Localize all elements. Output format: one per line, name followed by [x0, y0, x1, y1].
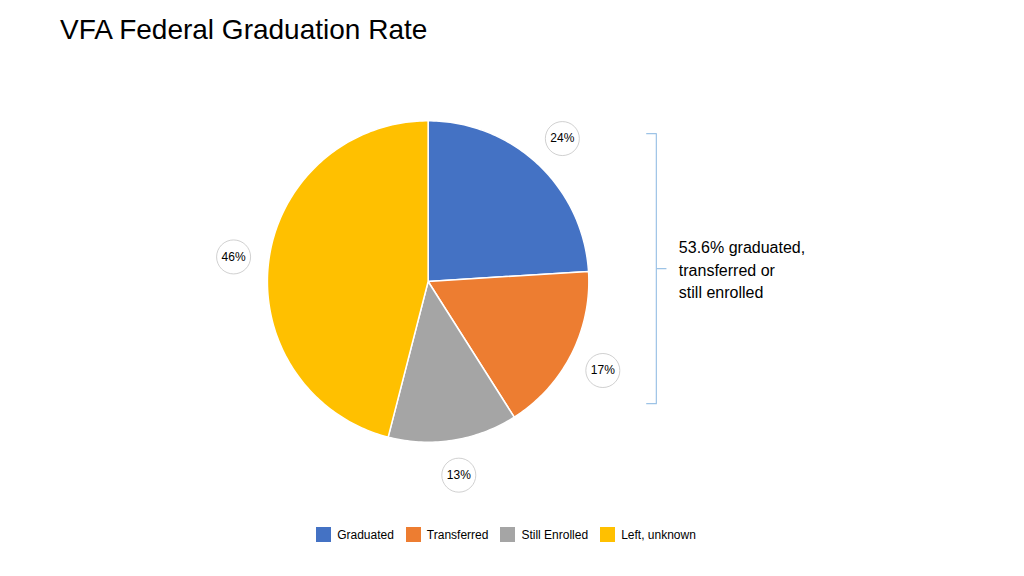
- svg-text:13%: 13%: [447, 468, 471, 482]
- html-text:Still Enrolled: Still Enrolled: [521, 527, 589, 542]
- svg-text:46%: 46%: [222, 250, 246, 264]
- svg-text:53.6% graduated,transferred or: 53.6% graduated,transferred orstill enro…: [679, 239, 805, 301]
- html-text:Left, unknown: Left, unknown: [621, 527, 696, 542]
- svg-text:24%: 24%: [550, 131, 574, 145]
- svg-text:17%: 17%: [591, 363, 615, 377]
- html-text:VFA Federal Graduation Rate: VFA Federal Graduation Rate: [60, 14, 428, 45]
- html-text:Graduated: Graduated: [337, 527, 394, 542]
- html-text:Transferred: Transferred: [426, 527, 489, 542]
